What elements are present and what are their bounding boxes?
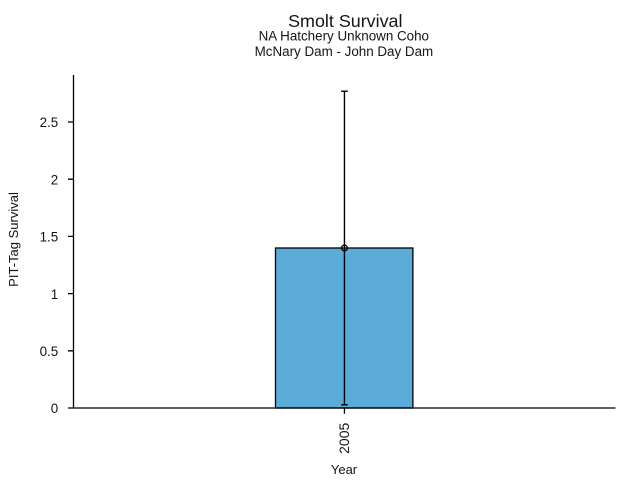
svg-text:1.5: 1.5	[40, 230, 59, 245]
svg-text:2005: 2005	[336, 423, 352, 454]
svg-text:1: 1	[51, 287, 58, 302]
svg-text:2: 2	[51, 172, 58, 187]
svg-text:NA Hatchery Unknown Coho: NA Hatchery Unknown Coho	[259, 29, 429, 44]
svg-text:PIT-Tag Survival: PIT-Tag Survival	[6, 192, 21, 287]
svg-text:0: 0	[51, 401, 58, 416]
svg-text:0.5: 0.5	[40, 344, 59, 359]
svg-text:Year: Year	[331, 462, 358, 477]
svg-text:Smolt Survival: Smolt Survival	[288, 11, 402, 31]
svg-text:2.5: 2.5	[40, 115, 59, 130]
svg-text:McNary Dam - John Day Dam: McNary Dam - John Day Dam	[255, 44, 434, 59]
